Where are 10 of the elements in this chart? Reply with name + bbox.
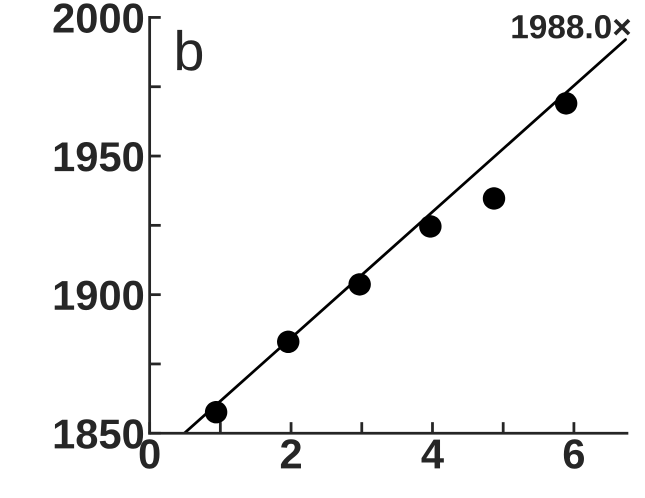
annotation: b (177, 30, 202, 71)
annotation: 1988.0× (512, 14, 630, 39)
y-tick-label: 2000 (54, 3, 144, 33)
x-tick-label: 6 (564, 439, 584, 469)
y-tick-label: 1950 (54, 142, 144, 172)
x-tick-label: 4 (422, 440, 444, 468)
point (419, 215, 442, 238)
x-tick-label: 2 (280, 439, 301, 468)
y-tick-label: 1900 (54, 280, 144, 310)
point (482, 187, 506, 210)
